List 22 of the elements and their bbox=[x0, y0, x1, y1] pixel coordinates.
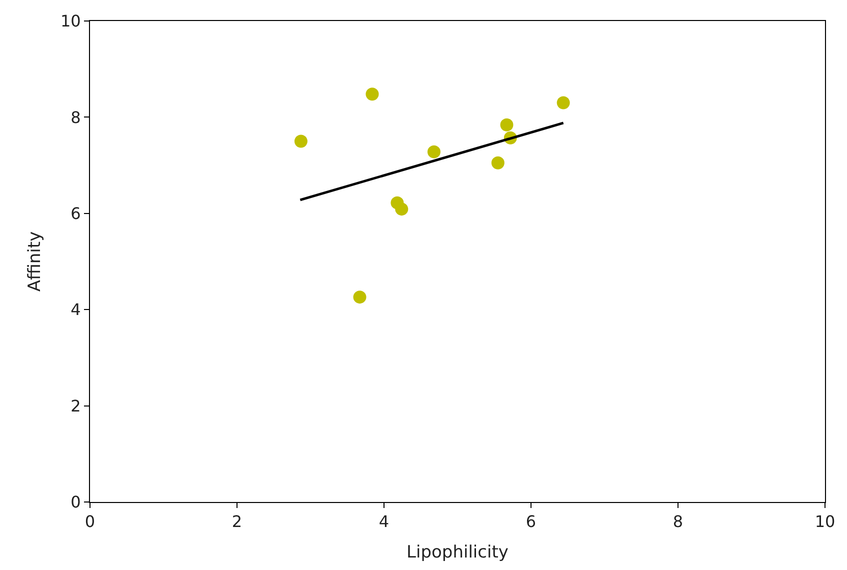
y-tick-label: 2 bbox=[70, 396, 81, 416]
point bbox=[491, 156, 504, 170]
point bbox=[294, 134, 308, 148]
point bbox=[427, 145, 440, 158]
point bbox=[556, 96, 570, 110]
y-tick-label: 10 bbox=[60, 12, 81, 31]
point bbox=[366, 88, 379, 101]
y-tick-label: 8 bbox=[70, 108, 81, 127]
y-axis-title: Affinity bbox=[24, 231, 45, 292]
x-tick-label: 4 bbox=[378, 512, 390, 532]
y-tick-label: 0 bbox=[70, 492, 81, 512]
x-tick-label: 6 bbox=[526, 512, 536, 532]
x-tick-label: 8 bbox=[672, 512, 684, 532]
x-tick-label: 10 bbox=[814, 512, 836, 532]
point bbox=[500, 118, 514, 132]
point bbox=[395, 202, 408, 216]
x-tick-label: 2 bbox=[232, 512, 242, 532]
x-tick-label: 0 bbox=[84, 512, 96, 532]
y-tick-label: 4 bbox=[70, 300, 81, 320]
point bbox=[353, 290, 366, 304]
x-axis-title: Lipophilicity bbox=[406, 542, 508, 563]
y-tick-label: 6 bbox=[70, 204, 81, 223]
